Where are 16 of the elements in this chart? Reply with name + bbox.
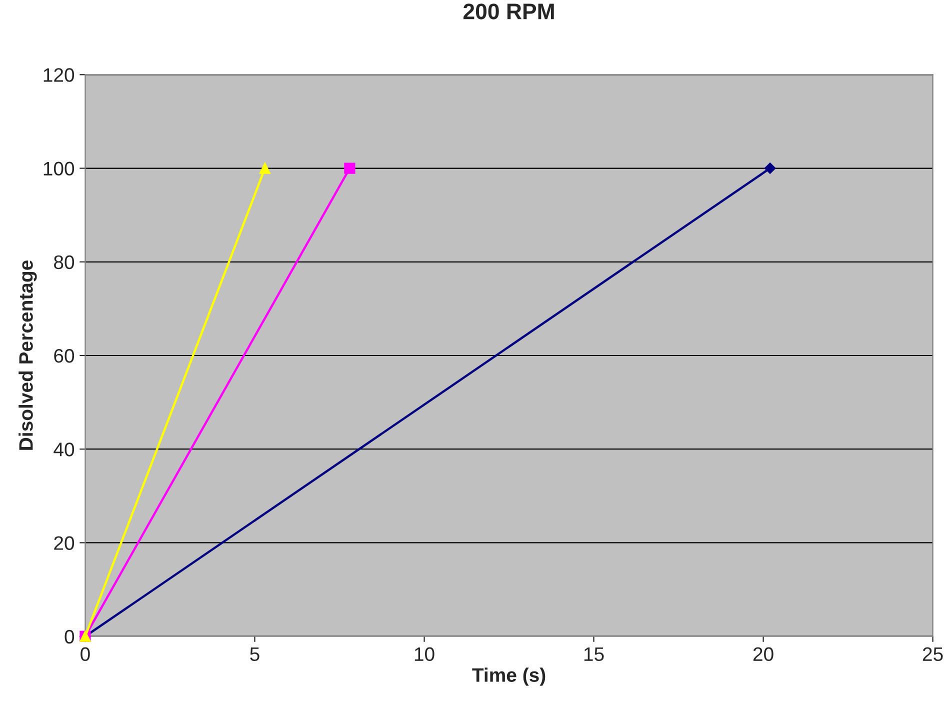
y-tick-label: 40 <box>54 442 74 456</box>
y-tick-label: 120 <box>44 68 74 82</box>
y-tick-label: 60 <box>54 348 74 363</box>
chart-title: 200 RPM <box>463 4 554 20</box>
x-tick-label: 20 <box>753 647 774 662</box>
x-tick-label: 5 <box>250 647 260 662</box>
y-tick-label: 100 <box>44 162 74 176</box>
y-tick-label: 0 <box>64 630 74 644</box>
x-tick-label: 25 <box>922 647 943 662</box>
x-tick-label: 15 <box>584 647 604 662</box>
x-axis-title: Time (s) <box>472 668 546 686</box>
x-tick-label: 10 <box>414 647 434 662</box>
y-tick-label: 80 <box>54 255 74 270</box>
x-tick-label: 0 <box>80 647 90 662</box>
y-axis-title: Disolved Percentage <box>18 260 37 450</box>
y-tick-label: 20 <box>54 536 74 550</box>
